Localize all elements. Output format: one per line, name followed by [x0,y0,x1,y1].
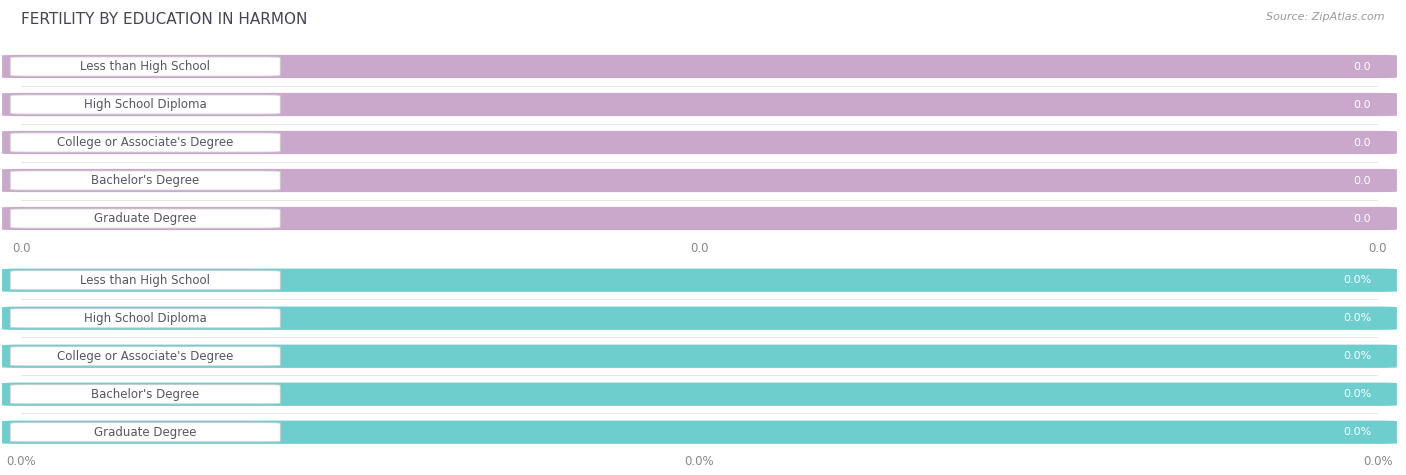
Text: 0.0%: 0.0% [1343,427,1371,437]
Text: 0.0: 0.0 [1354,61,1371,72]
Text: Source: ZipAtlas.com: Source: ZipAtlas.com [1267,12,1385,22]
FancyBboxPatch shape [1,93,1398,116]
FancyBboxPatch shape [1,269,1398,292]
Text: FERTILITY BY EDUCATION IN HARMON: FERTILITY BY EDUCATION IN HARMON [21,12,308,27]
Text: 0.0: 0.0 [1354,213,1371,224]
FancyBboxPatch shape [10,385,280,404]
FancyBboxPatch shape [10,423,280,442]
Text: College or Associate's Degree: College or Associate's Degree [58,350,233,363]
FancyBboxPatch shape [1,55,1398,78]
FancyBboxPatch shape [10,309,280,328]
Text: 0.0%: 0.0% [1343,275,1371,285]
Text: Graduate Degree: Graduate Degree [94,212,197,225]
Text: Bachelor's Degree: Bachelor's Degree [91,388,200,401]
Text: Graduate Degree: Graduate Degree [94,426,197,439]
Text: 0.0: 0.0 [1354,137,1371,148]
FancyBboxPatch shape [1,93,1398,116]
FancyBboxPatch shape [1,207,1398,230]
FancyBboxPatch shape [10,209,280,228]
Text: 0.0: 0.0 [1354,99,1371,110]
FancyBboxPatch shape [1,55,1398,78]
Text: 0.0%: 0.0% [1343,351,1371,361]
FancyBboxPatch shape [1,345,1398,368]
FancyBboxPatch shape [1,169,1398,192]
FancyBboxPatch shape [1,383,1398,406]
FancyBboxPatch shape [1,421,1398,444]
FancyBboxPatch shape [1,421,1398,444]
FancyBboxPatch shape [1,307,1398,330]
Text: Less than High School: Less than High School [80,60,211,73]
FancyBboxPatch shape [10,57,280,76]
FancyBboxPatch shape [1,131,1398,154]
FancyBboxPatch shape [1,269,1398,292]
Text: 0.0%: 0.0% [1343,313,1371,323]
FancyBboxPatch shape [1,383,1398,406]
FancyBboxPatch shape [1,345,1398,368]
FancyBboxPatch shape [10,133,280,152]
FancyBboxPatch shape [1,207,1398,230]
FancyBboxPatch shape [10,347,280,366]
FancyBboxPatch shape [10,95,280,114]
Text: 0.0: 0.0 [1354,175,1371,186]
FancyBboxPatch shape [1,169,1398,192]
Text: High School Diploma: High School Diploma [84,312,207,325]
Text: High School Diploma: High School Diploma [84,98,207,111]
Text: Less than High School: Less than High School [80,274,211,287]
FancyBboxPatch shape [1,307,1398,330]
Text: Bachelor's Degree: Bachelor's Degree [91,174,200,187]
FancyBboxPatch shape [1,131,1398,154]
Text: 0.0%: 0.0% [1343,389,1371,399]
FancyBboxPatch shape [10,271,280,290]
FancyBboxPatch shape [10,171,280,190]
Text: College or Associate's Degree: College or Associate's Degree [58,136,233,149]
